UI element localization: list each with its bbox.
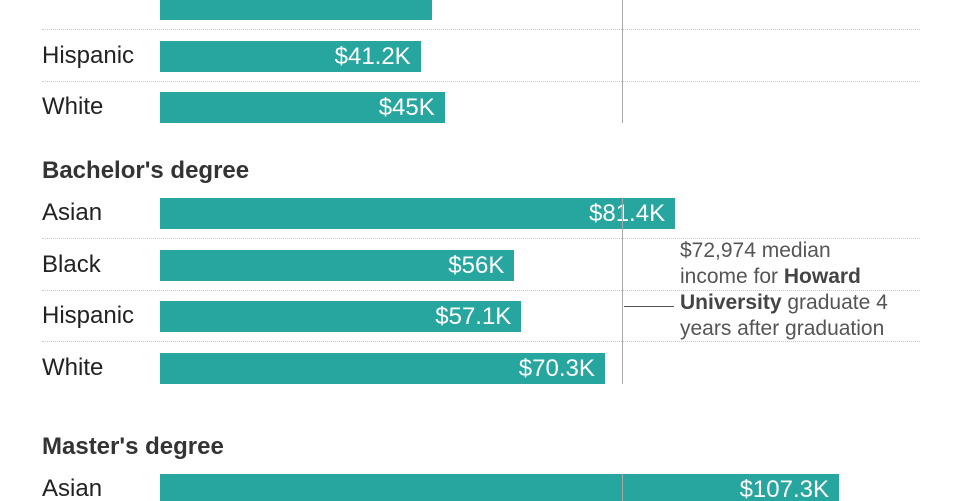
row-label: Hispanic xyxy=(42,41,135,69)
row-label: Black xyxy=(42,250,101,278)
bar xyxy=(160,301,522,332)
bar xyxy=(160,40,421,72)
row-label: White xyxy=(42,93,104,120)
annotation-leader-line xyxy=(624,306,674,307)
row-label: Asian xyxy=(42,199,103,226)
annotation-line-2: income for xyxy=(680,265,784,288)
bar xyxy=(160,198,676,229)
row-separator xyxy=(42,341,920,342)
bar xyxy=(160,474,839,501)
group-title: Master's degree xyxy=(42,433,224,460)
row-label: Hispanic xyxy=(42,302,135,329)
bar-value-label: $56K xyxy=(448,251,505,279)
annotation-howard: Howard xyxy=(783,265,861,288)
bar-value-label: $107.3K xyxy=(739,476,829,501)
row-separator xyxy=(42,29,920,30)
reference-line xyxy=(621,474,623,501)
row-label: Asian xyxy=(42,475,103,501)
bar-value-label: $45K xyxy=(378,94,435,121)
row-label: White xyxy=(42,353,104,381)
row-separator xyxy=(42,238,920,239)
annotation-line-3: graduate 4 xyxy=(781,291,888,314)
bar-value-label: $81.4K xyxy=(589,200,666,227)
bar xyxy=(160,92,445,123)
bar xyxy=(160,352,605,384)
bar-value-label: $70.3K xyxy=(518,354,595,382)
reference-line xyxy=(621,0,623,123)
bar-value-label: $57.1K xyxy=(435,303,512,330)
group-title: Bachelor's degree xyxy=(42,157,250,184)
row-separator xyxy=(42,80,920,82)
bar xyxy=(160,0,433,20)
reference-line xyxy=(621,198,623,384)
annotation-line-1: $72,974 median xyxy=(680,239,831,262)
bar xyxy=(160,249,515,281)
row-separator xyxy=(42,289,920,291)
howard-median-annotation: $72,974 median income for Howard Univers… xyxy=(680,238,920,342)
annotation-university: University xyxy=(680,291,782,314)
bar-value-label: $41.2K xyxy=(334,42,411,70)
annotation-line-4: years after graduation xyxy=(680,317,885,340)
